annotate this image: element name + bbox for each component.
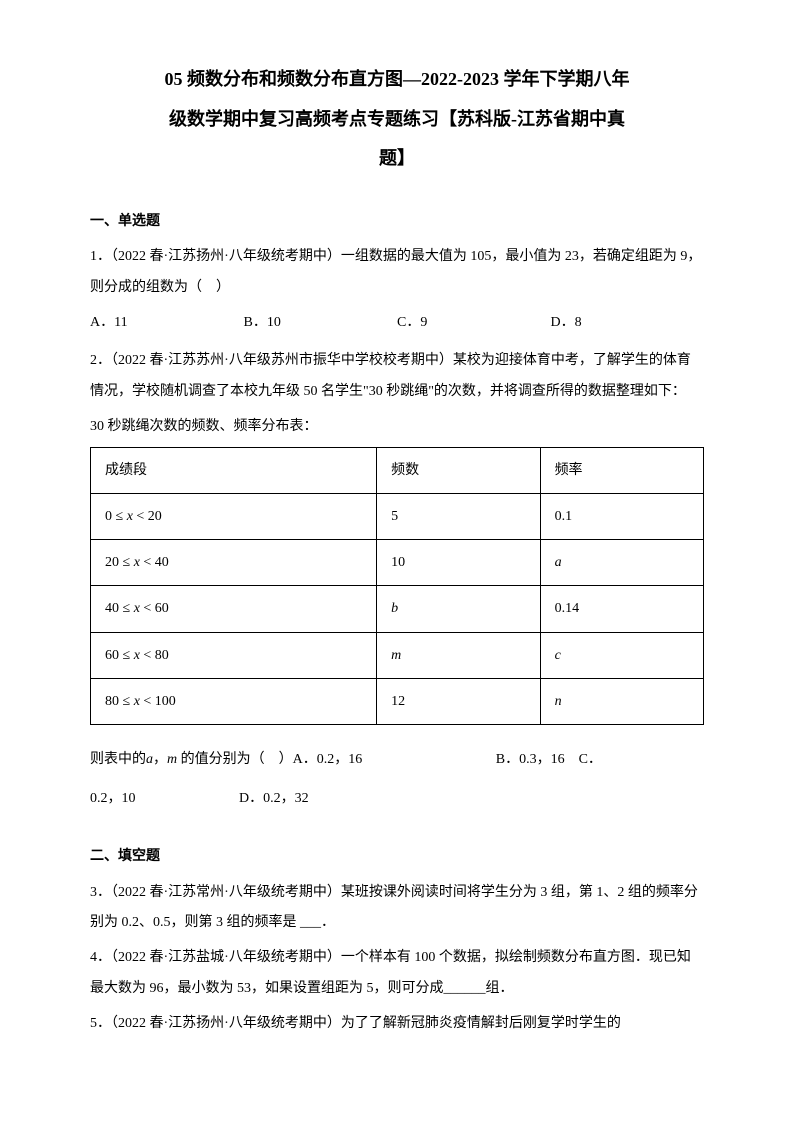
cell: 0 ≤ x < 20 <box>91 493 377 539</box>
cell: c <box>540 632 703 678</box>
question-5-text: 5．（2022 春·江苏扬州·八年级统考期中）为了了解新冠肺炎疫情解封后刚复学时… <box>90 1009 704 1040</box>
table-row: 20 ≤ x < 40 10 a <box>91 540 704 586</box>
section-1-header: 一、单选题 <box>90 209 704 234</box>
cell: n <box>540 678 703 724</box>
section-2-header: 二、填空题 <box>90 844 704 869</box>
cell: m <box>377 632 540 678</box>
q1-option-a: A．11 <box>90 308 244 339</box>
cell: 5 <box>377 493 540 539</box>
table-row: 80 ≤ x < 100 12 n <box>91 678 704 724</box>
table-header-row: 成绩段 频数 频率 <box>91 447 704 493</box>
cell: b <box>377 586 540 632</box>
question-1-options: A．11 B．10 C．9 D．8 <box>90 308 704 339</box>
table-caption: 30 秒跳绳次数的频数、频率分布表： <box>90 412 704 443</box>
q2-answer-b: B．0.3，16 C． <box>496 752 602 767</box>
q1-option-b: B．10 <box>244 308 398 339</box>
title-line-3: 题】 <box>90 139 704 179</box>
document-title: 05 频数分布和频数分布直方图—2022-2023 学年下学期八年 级数学期中复… <box>90 60 704 179</box>
table-row: 0 ≤ x < 20 5 0.1 <box>91 493 704 539</box>
cell: 10 <box>377 540 540 586</box>
cell: 60 ≤ x < 80 <box>91 632 377 678</box>
title-line-2: 级数学期中复习高频考点专题练习【苏科版-江苏省期中真 <box>90 100 704 140</box>
cell: 0.1 <box>540 493 703 539</box>
cell: a <box>540 540 703 586</box>
title-line-1: 05 频数分布和频数分布直方图—2022-2023 学年下学期八年 <box>90 60 704 100</box>
th-freq: 频数 <box>377 447 540 493</box>
q2-answer-c-val: 0.2，10 <box>90 791 136 806</box>
question-1-text: 1．（2022 春·江苏扬州·八年级统考期中）一组数据的最大值为 105，最小值… <box>90 242 704 304</box>
cell: 0.14 <box>540 586 703 632</box>
frequency-table: 成绩段 频数 频率 0 ≤ x < 20 5 0.1 20 ≤ x < 40 1… <box>90 447 704 725</box>
cell: 80 ≤ x < 100 <box>91 678 377 724</box>
table-row: 60 ≤ x < 80 m c <box>91 632 704 678</box>
q2-answer-line-1: 则表中的a，m 的值分别为（ ）A．0.2，16 B．0.3，16 C． <box>90 745 704 776</box>
question-3-text: 3．（2022 春·江苏常州·八年级统考期中）某班按课外阅读时间将学生分为 3 … <box>90 878 704 940</box>
q2-answer-d: D．0.2，32 <box>239 791 309 806</box>
th-rate: 频率 <box>540 447 703 493</box>
question-2-text: 2．（2022 春·江苏苏州·八年级苏州市振华中学校校考期中）某校为迎接体育中考… <box>90 346 704 408</box>
table-row: 40 ≤ x < 60 b 0.14 <box>91 586 704 632</box>
q1-option-d: D．8 <box>551 308 705 339</box>
question-4-text: 4．（2022 春·江苏盐城·八年级统考期中）一个样本有 100 个数据，拟绘制… <box>90 943 704 1005</box>
th-segment: 成绩段 <box>91 447 377 493</box>
cell: 40 ≤ x < 60 <box>91 586 377 632</box>
cell: 20 ≤ x < 40 <box>91 540 377 586</box>
q2-answer-prefix: 则表中的a，m 的值分别为（ ）A．0.2，16 <box>90 752 362 767</box>
cell: 12 <box>377 678 540 724</box>
q1-option-c: C．9 <box>397 308 551 339</box>
q2-answer-line-2: 0.2，10 D．0.2，32 <box>90 784 704 815</box>
